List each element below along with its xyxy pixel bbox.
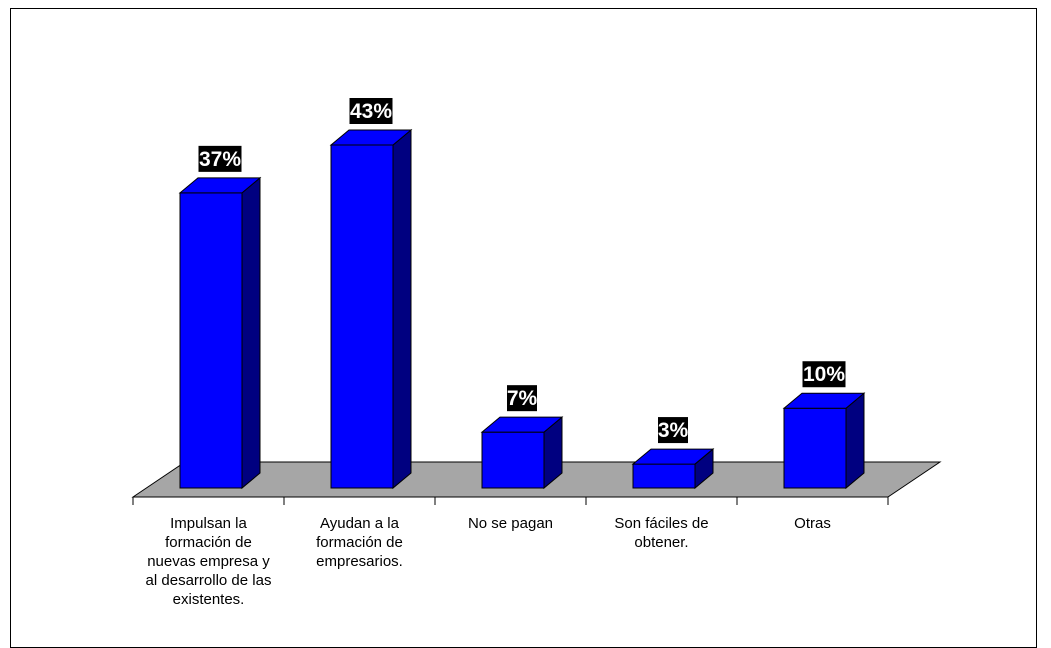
bar-top — [329, 129, 413, 146]
data-label-background — [658, 417, 688, 444]
data-label: 10% — [803, 363, 845, 386]
bar-top — [782, 392, 866, 409]
category-label: Ayudan a la — [320, 515, 400, 532]
bar-top — [178, 177, 262, 194]
category-label: Otras — [794, 515, 831, 532]
category-label: formación de — [316, 534, 403, 551]
category-label: al desarrollo de las — [146, 572, 272, 589]
data-label: 7% — [507, 387, 538, 410]
bar-top — [631, 448, 715, 465]
category-label: nuevas empresa y — [147, 553, 270, 570]
category-label: obtener. — [634, 534, 688, 551]
bar-front — [330, 144, 394, 489]
bar-top — [480, 416, 564, 433]
bar-front — [481, 431, 545, 489]
data-label: 3% — [658, 419, 689, 442]
data-label: 37% — [199, 148, 241, 171]
category-label: No se pagan — [468, 515, 553, 532]
bar-front — [179, 192, 243, 489]
bar-side — [845, 392, 865, 490]
data-label-background — [507, 385, 537, 412]
bar-side — [241, 176, 261, 490]
category-label: existentes. — [173, 591, 245, 608]
category-label: empresarios. — [316, 553, 403, 570]
category-label: formación de — [165, 534, 252, 551]
data-label-background — [349, 98, 393, 124]
bar-front — [632, 463, 696, 489]
data-label: 43% — [350, 100, 392, 123]
category-label: Son fáciles de — [614, 515, 708, 532]
bar-side — [392, 128, 412, 490]
bar-chart: 37% Impulsan la formación de nuevas empresa… — [131, 98, 942, 608]
bar-front — [783, 407, 847, 489]
data-label-background — [802, 361, 846, 388]
data-label-background — [198, 145, 242, 172]
category-label: Impulsan la — [170, 515, 247, 532]
